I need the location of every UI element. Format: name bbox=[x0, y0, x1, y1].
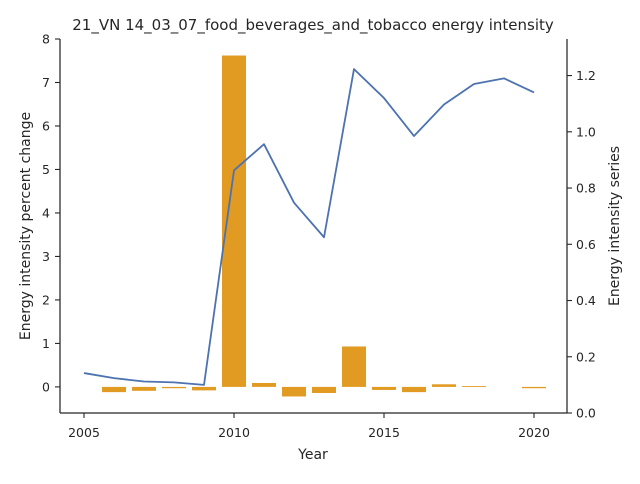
chart-title: 21_VN 14_03_07_food_beverages_and_tobacc… bbox=[72, 16, 554, 35]
y2-tick-label-0.6: 0.6 bbox=[576, 237, 596, 252]
bar-2020 bbox=[522, 386, 546, 389]
bar-2009 bbox=[192, 386, 216, 391]
y2-tick-label-0.8: 0.8 bbox=[576, 181, 596, 196]
y-tick-label-1: 1 bbox=[42, 336, 50, 351]
bar-2016 bbox=[402, 386, 426, 393]
bar-2010 bbox=[222, 55, 246, 387]
x-tick-label-2010: 2010 bbox=[218, 425, 250, 440]
intensity-line bbox=[83, 68, 535, 386]
y-tick-label-4: 4 bbox=[42, 205, 50, 220]
bar-2013 bbox=[312, 386, 336, 393]
x-axis-label: Year bbox=[297, 447, 328, 463]
y-tick-label-8: 8 bbox=[42, 32, 50, 47]
ticks: 2005 2010 2015 2020 0 1 2 3 4 5 6 7 8 0.0 0.2 0.4 0.6 0.8… bbox=[42, 32, 596, 441]
bar-2012 bbox=[282, 386, 306, 397]
y-tick-label-7: 7 bbox=[42, 75, 50, 90]
y-tick-label-0: 0 bbox=[42, 379, 50, 394]
bar-series bbox=[102, 55, 546, 397]
x-tick-label-2020: 2020 bbox=[518, 425, 550, 440]
y2-tick-label-0.2: 0.2 bbox=[576, 349, 596, 364]
bar-2007 bbox=[132, 386, 156, 391]
line-series bbox=[83, 68, 535, 386]
bar-2011 bbox=[252, 382, 276, 387]
y-tick-label-3: 3 bbox=[42, 249, 50, 264]
y-tick-label-6: 6 bbox=[42, 118, 50, 133]
bar-2015 bbox=[372, 386, 396, 390]
bar-2006 bbox=[102, 386, 126, 393]
bar-2018 bbox=[462, 386, 486, 387]
axes bbox=[59, 39, 568, 414]
bar-2017 bbox=[432, 384, 456, 387]
bar-2008 bbox=[162, 386, 186, 389]
x-tick-label-2015: 2015 bbox=[368, 425, 400, 440]
y-tick-label-2: 2 bbox=[42, 292, 50, 307]
y-tick-label-5: 5 bbox=[42, 162, 50, 177]
y2-tick-label-1.2: 1.2 bbox=[576, 68, 596, 83]
bar-2014 bbox=[342, 346, 366, 387]
y2-tick-label-1.0: 1.0 bbox=[576, 124, 596, 139]
y2-tick-label-0.0: 0.0 bbox=[576, 406, 596, 421]
y-axis-label-left: Energy intensity percent change bbox=[18, 112, 34, 340]
y2-tick-label-0.4: 0.4 bbox=[576, 293, 596, 308]
y-axis-label-right: Energy intensity series bbox=[607, 146, 623, 306]
x-tick-label-2005: 2005 bbox=[68, 425, 100, 440]
